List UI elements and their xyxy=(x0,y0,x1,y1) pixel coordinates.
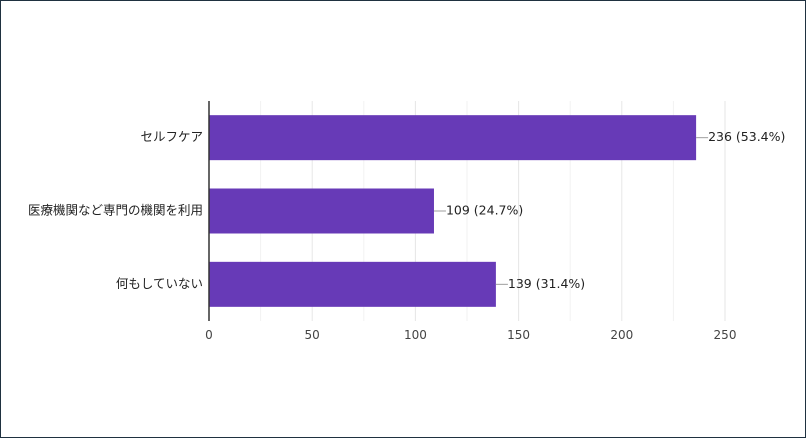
x-tick-label: 250 xyxy=(714,328,737,342)
category-label: 医療機関など専門の機関を利用 xyxy=(28,203,203,218)
x-tick-label: 200 xyxy=(610,328,633,342)
bar xyxy=(209,261,496,307)
x-tick-label: 100 xyxy=(404,328,427,342)
data-label: 236 (53.4%) xyxy=(708,129,785,144)
category-label: 何もしていない xyxy=(116,276,203,291)
x-tick-label: 50 xyxy=(305,328,320,342)
x-tick-label: 150 xyxy=(507,328,530,342)
category-label: セルフケア xyxy=(140,129,203,144)
data-label: 139 (31.4%) xyxy=(508,276,585,291)
bar xyxy=(209,188,434,234)
x-tick-label: 0 xyxy=(205,328,213,342)
data-label: 109 (24.7%) xyxy=(446,203,523,218)
bar xyxy=(209,115,697,161)
